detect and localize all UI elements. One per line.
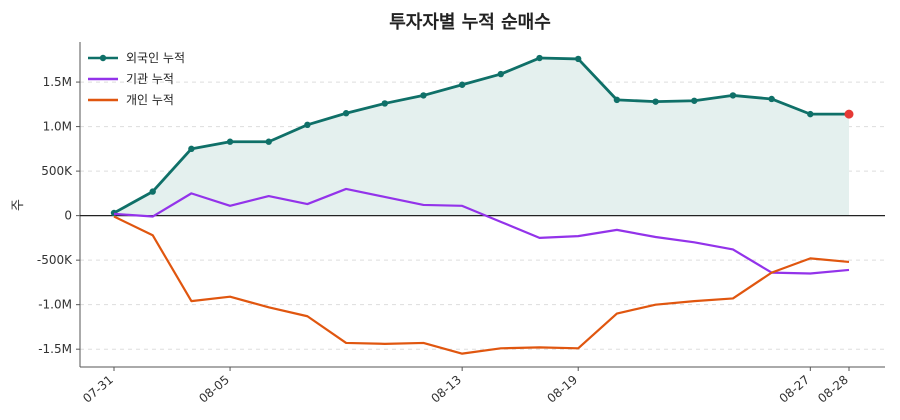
y-tick-label: -1.5M xyxy=(38,342,72,356)
series-line xyxy=(113,215,850,355)
data-point xyxy=(691,97,698,104)
legend-label: 외국인 누적 xyxy=(126,51,185,65)
data-point xyxy=(458,81,466,88)
data-point xyxy=(342,110,350,117)
area-fill xyxy=(114,58,849,216)
legend-label: 개인 누적 xyxy=(126,93,174,107)
x-tick-label: 08-27 xyxy=(777,373,813,406)
x-tick-label: 08-28 xyxy=(815,373,851,406)
data-point xyxy=(226,138,234,145)
y-tick-label: -1.0M xyxy=(38,298,72,312)
x-tick-label: 08-19 xyxy=(544,373,580,406)
data-point xyxy=(536,54,543,62)
data-point xyxy=(381,100,388,107)
data-point xyxy=(652,98,659,105)
data-point xyxy=(304,121,311,129)
y-tick-label: 1.0M xyxy=(43,120,72,134)
legend-marker xyxy=(99,54,107,62)
x-tick-label: 08-05 xyxy=(196,373,232,406)
chart-title: 투자자별 누적 순매수 xyxy=(389,12,551,33)
y-tick-label: 0 xyxy=(64,209,72,223)
y-tick-label: 500K xyxy=(41,164,73,178)
series-line xyxy=(113,56,849,215)
data-point xyxy=(575,55,582,63)
data-point xyxy=(613,96,621,104)
y-axis-label: 주 xyxy=(11,199,26,211)
x-tick-label: 07-31 xyxy=(80,373,116,406)
foreign-area-fill xyxy=(114,58,849,216)
data-point xyxy=(149,188,156,195)
series-lines xyxy=(110,54,854,355)
legend-label: 기관 누적 xyxy=(126,72,174,86)
data-point xyxy=(188,145,195,153)
x-tick-label: 08-13 xyxy=(428,373,464,406)
data-point xyxy=(807,110,814,118)
series-line xyxy=(113,187,850,275)
data-point xyxy=(265,138,272,145)
y-tick-label: 1.5M xyxy=(43,75,72,89)
data-point xyxy=(420,92,427,99)
last-point-marker xyxy=(844,109,854,119)
data-point xyxy=(768,95,775,103)
data-point xyxy=(729,92,737,99)
y-tick-label: -500K xyxy=(37,253,73,267)
data-point xyxy=(497,70,505,78)
